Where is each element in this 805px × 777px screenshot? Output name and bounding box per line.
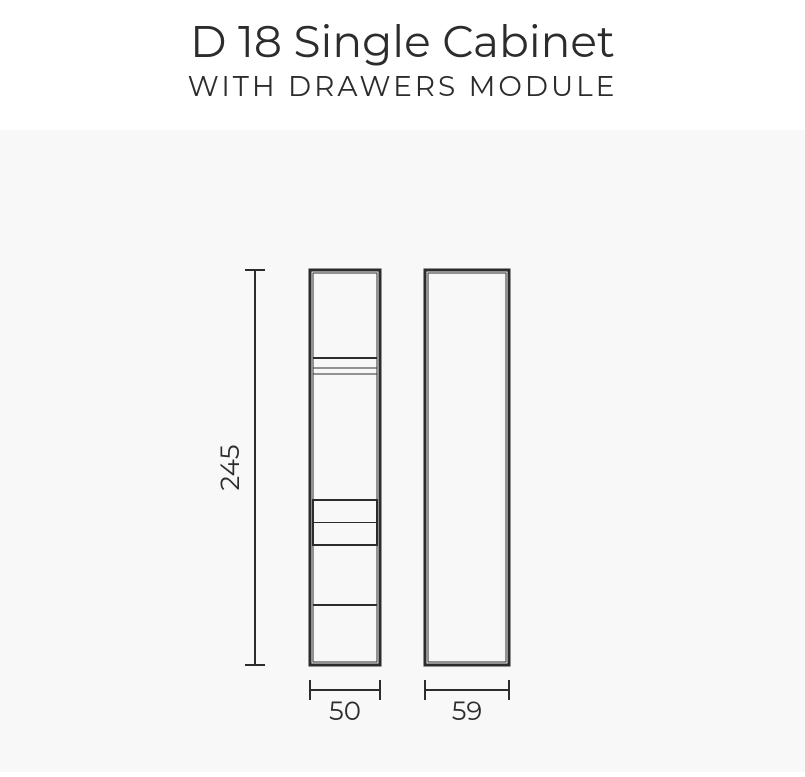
- product-subtitle: WITH DRAWERS MODULE: [0, 70, 805, 104]
- height-dimension-label: 245: [214, 444, 246, 490]
- header: D 18 Single Cabinet WITH DRAWERS MODULE: [0, 0, 805, 104]
- side-width-dimension-label: 59: [452, 695, 483, 727]
- front-width-dimension-label: 50: [329, 695, 361, 727]
- diagram-area: 245 50 59: [0, 130, 805, 772]
- product-title: D 18 Single Cabinet: [0, 18, 805, 66]
- technical-drawing: 245 50 59: [0, 130, 805, 772]
